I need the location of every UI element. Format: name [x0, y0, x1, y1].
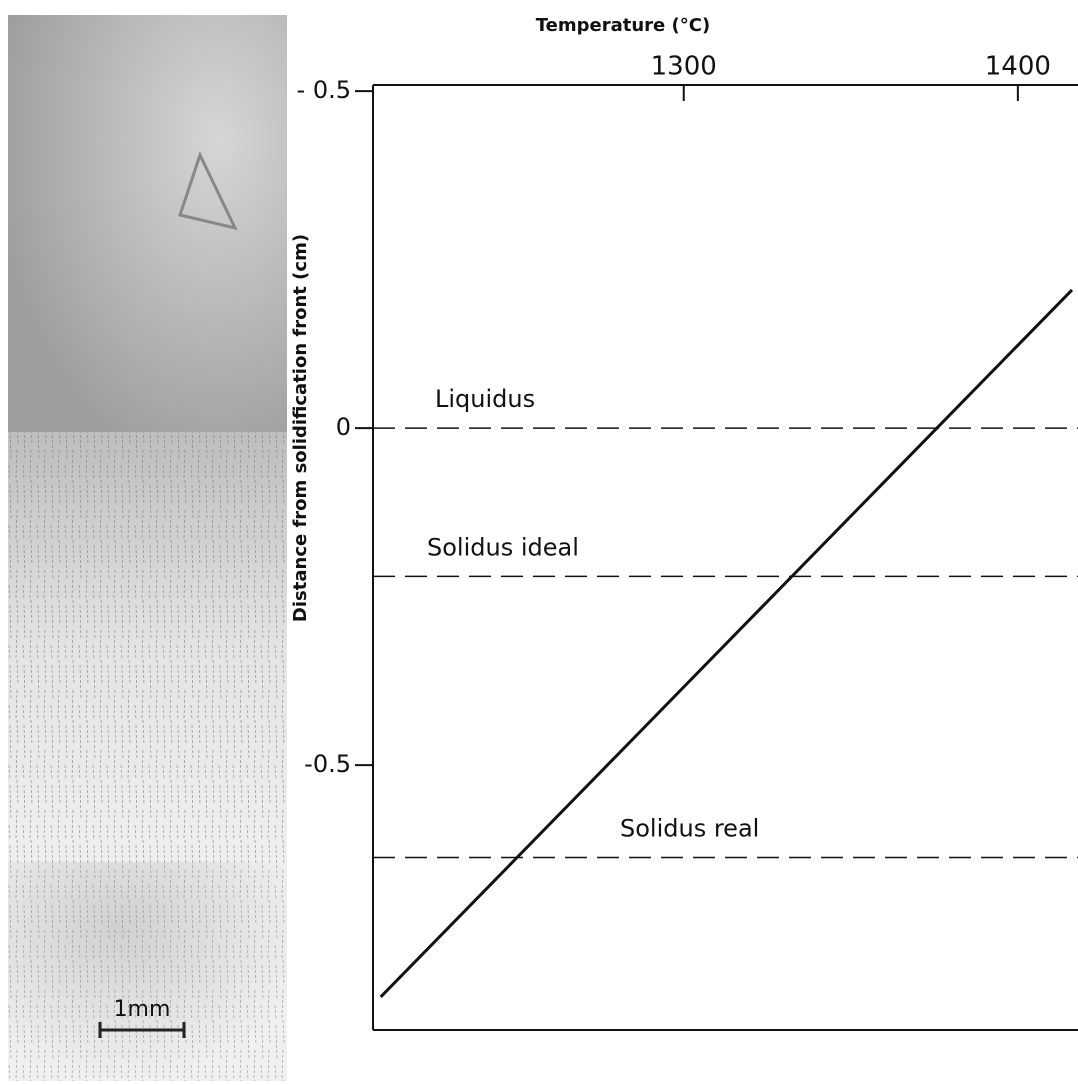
- data-line: [379, 288, 1074, 999]
- axes: [372, 84, 1078, 1031]
- reference-label: Liquidus: [435, 385, 535, 413]
- y-tick-label: -0.5: [304, 750, 351, 778]
- reference-label: Solidus ideal: [427, 533, 579, 561]
- scale-label: 1mm: [114, 997, 171, 1022]
- micrograph: 1mm: [8, 15, 287, 1081]
- x-axis-title: Temperature (°C): [536, 15, 710, 36]
- y-tick-label: 0: [336, 413, 351, 441]
- x-tick-label: 1300: [651, 52, 717, 82]
- y-tick-label: - 0.5: [297, 76, 351, 104]
- x-tick-label: 1400: [985, 52, 1051, 82]
- reference-label: Solidus real: [620, 814, 759, 842]
- y-axis-title: Distance from solidification front (cm): [290, 234, 311, 622]
